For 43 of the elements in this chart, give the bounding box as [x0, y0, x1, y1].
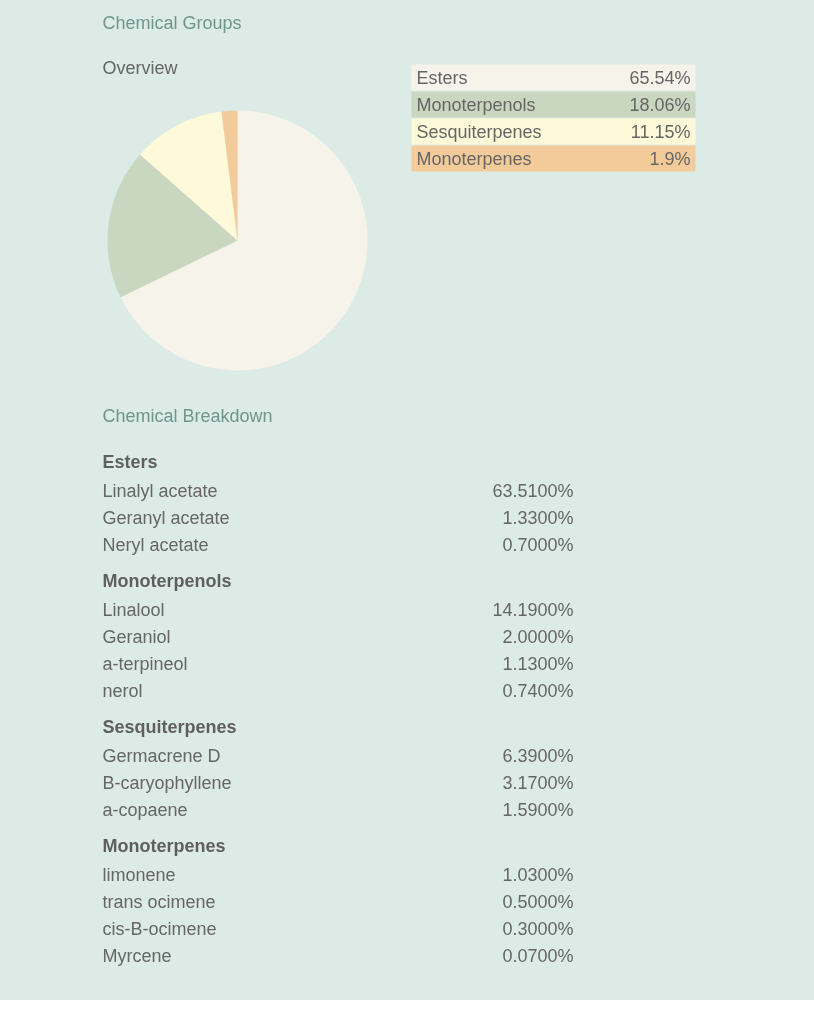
data-label: 0.3000% [502, 918, 574, 939]
data-label: 14.1900% [492, 599, 574, 620]
text: Esters [102, 451, 158, 472]
category-label: B-caryophyllene [102, 772, 232, 793]
category-label: cis-B-ocimene [102, 918, 217, 939]
data-label: 0.5000% [502, 891, 574, 912]
data-label: 63.5100% [492, 480, 574, 501]
legend-label: Monoterpenes [416, 148, 532, 169]
data-label: 11.15% [630, 121, 691, 142]
data-label: 6.3900% [502, 745, 574, 766]
data-label: 0.7400% [502, 680, 574, 701]
category-label: Germacrene D [102, 745, 221, 766]
data-label: 2.0000% [502, 626, 574, 647]
text: Monoterpenes [102, 835, 226, 856]
data-label: 1.0300% [502, 864, 574, 885]
legend-label: Esters [416, 67, 468, 88]
category-label: a-copaene [102, 799, 188, 820]
text: Chemical Breakdown [102, 405, 273, 426]
data-label: 18.06% [629, 94, 691, 115]
category-label: a-terpineol [102, 653, 188, 674]
data-label: 1.5900% [502, 799, 574, 820]
data-label: 1.9% [649, 148, 691, 169]
data-label: 3.1700% [502, 772, 574, 793]
category-label: Myrcene [102, 945, 172, 966]
category-label: limonene [102, 864, 176, 885]
data-label: 0.7000% [502, 534, 574, 555]
category-label: Geranyl acetate [102, 507, 230, 528]
category-label: Neryl acetate [102, 534, 209, 555]
chart-title: Chemical Groups [102, 12, 242, 33]
data-label: 65.54% [629, 67, 691, 88]
data-label: 1.3300% [502, 507, 574, 528]
category-label: Linalyl acetate [102, 480, 218, 501]
data-label: 1.1300% [502, 653, 574, 674]
text: Monoterpenols [102, 570, 232, 591]
category-label: trans ocimene [102, 891, 216, 912]
legend-label: Sesquiterpenes [416, 121, 542, 142]
category-label: nerol [102, 680, 143, 701]
legend-label: Monoterpenols [416, 94, 536, 115]
data-label: 0.0700% [502, 945, 574, 966]
chart-subtitle: Overview [102, 57, 179, 78]
category-label: Geraniol [102, 626, 171, 647]
category-label: Linalool [102, 599, 165, 620]
text: Sesquiterpenes [102, 716, 237, 737]
